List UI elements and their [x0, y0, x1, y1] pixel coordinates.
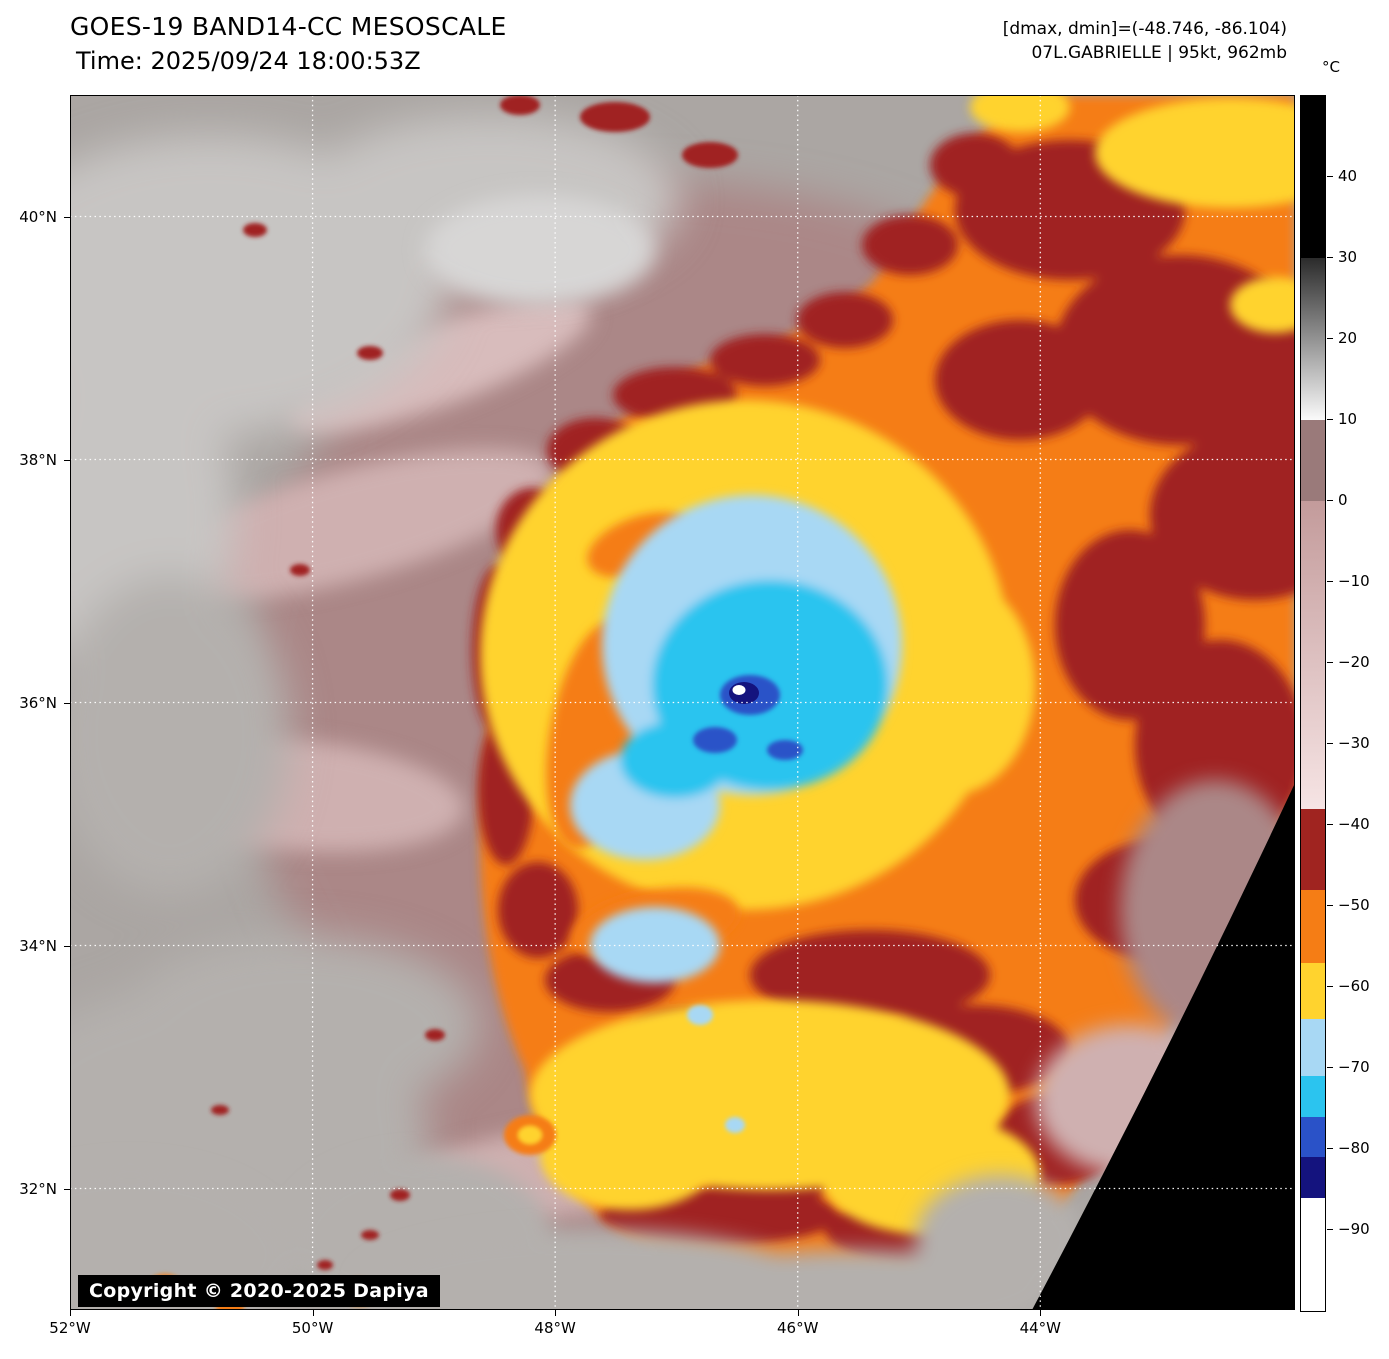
lat-tick-label: 34°N	[19, 936, 57, 955]
lon-tick	[70, 1310, 71, 1316]
colorbar-tick	[1327, 662, 1333, 663]
colorbar-segment	[1301, 258, 1325, 420]
colorbar-segment	[1301, 962, 1325, 1020]
colorbar-segment	[1301, 808, 1325, 890]
copyright-badge: Copyright © 2020-2025 Dapiya	[78, 1275, 440, 1307]
colorbar-tick-label: 0	[1338, 491, 1348, 509]
lon-tick-label: 50°W	[291, 1319, 334, 1337]
lon-tick	[555, 1310, 557, 1316]
lat-tick	[64, 459, 70, 461]
colorbar-tick-label: −20	[1338, 653, 1370, 671]
lat-tick	[64, 945, 70, 947]
colorbar-tick-label: −80	[1338, 1139, 1370, 1157]
lat-tick-label: 38°N	[19, 450, 57, 469]
colorbar-segment	[1301, 96, 1325, 258]
colorbar-segment	[1301, 501, 1325, 809]
colorbar-unit-label: °C	[1322, 58, 1340, 76]
colorbar-segment	[1301, 420, 1325, 501]
colorbar-tick	[1327, 1148, 1333, 1149]
lat-tick-label: 40°N	[19, 207, 57, 226]
colorbar-tick-label: −40	[1338, 815, 1370, 833]
colorbar	[1300, 95, 1326, 1312]
lon-tick-label: 48°W	[534, 1319, 576, 1337]
lon-tick-label: 52°W	[49, 1319, 91, 1337]
colorbar-tick	[1327, 1229, 1333, 1230]
colorbar-tick	[1327, 824, 1333, 825]
plot-info-block: [dmax, dmin]=(-48.746, -86.104) 07L.GABR…	[1003, 17, 1287, 65]
colorbar-segment	[1301, 1116, 1325, 1158]
colorbar-tick-label: −70	[1338, 1058, 1370, 1076]
plot-timestamp: Time: 2025/09/24 18:00:53Z	[76, 47, 421, 75]
lon-tick-label: 44°W	[1019, 1319, 1062, 1337]
colorbar-tick	[1327, 500, 1333, 501]
colorbar-segment	[1301, 1019, 1325, 1077]
colorbar-tick-label: −50	[1338, 896, 1370, 914]
colorbar-tick	[1327, 257, 1333, 258]
lat-tick-label: 36°N	[19, 693, 57, 712]
colorbar-tick-labels: 40 30 20 10 0 −10 −20 −30 −40 −50 −60 −70 −80 −90	[1327, 95, 1387, 1310]
colorbar-tick-label: 20	[1338, 329, 1358, 347]
lat-tick-label: 32°N	[19, 1179, 57, 1198]
colorbar-tick	[1327, 338, 1333, 339]
lat-tick	[64, 216, 70, 218]
colorbar-tick	[1327, 176, 1333, 177]
colorbar-tick-label: −90	[1338, 1220, 1370, 1238]
colorbar-tick-label: 30	[1338, 248, 1358, 266]
colorbar-tick-label: −60	[1338, 977, 1370, 995]
colorbar-tick-label: 10	[1338, 410, 1358, 428]
colorbar-tick-label: 40	[1338, 167, 1358, 185]
grid-overlay	[70, 95, 1295, 1310]
colorbar-tick-label: −30	[1338, 734, 1370, 752]
lat-tick	[64, 702, 70, 704]
lon-axis: 52°W 50°W 48°W 46°W 44°W	[49, 1310, 1295, 1346]
storm-annotation: 07L.GABRIELLE | 95kt, 962mb	[1031, 43, 1287, 63]
colorbar-segment	[1301, 889, 1325, 963]
lat-tick	[64, 1188, 70, 1190]
colorbar-tick	[1327, 986, 1333, 987]
satellite-image	[70, 95, 1295, 1310]
lon-tick-label: 46°W	[777, 1319, 819, 1337]
colorbar-tick-label: −10	[1338, 572, 1370, 590]
map-area: Copyright © 2020-2025 Dapiya	[70, 95, 1295, 1310]
colorbar-tick	[1327, 581, 1333, 582]
lon-tick	[312, 1310, 314, 1316]
lat-axis: 40°N 38°N 36°N 34°N 32°N	[0, 95, 70, 1310]
colorbar-segment	[1301, 1076, 1325, 1117]
range-annotation: [dmax, dmin]=(-48.746, -86.104)	[1002, 19, 1287, 39]
plot-title: GOES-19 BAND14-CC MESOSCALE	[70, 12, 507, 41]
colorbar-segment	[1301, 1197, 1325, 1311]
colorbar-segment	[1301, 1157, 1325, 1198]
colorbar-tick	[1327, 905, 1333, 906]
lon-tick	[1040, 1310, 1042, 1316]
colorbar-tick	[1327, 1067, 1333, 1068]
colorbar-tick	[1327, 419, 1333, 420]
lon-tick	[797, 1310, 799, 1316]
colorbar-tick	[1327, 743, 1333, 744]
